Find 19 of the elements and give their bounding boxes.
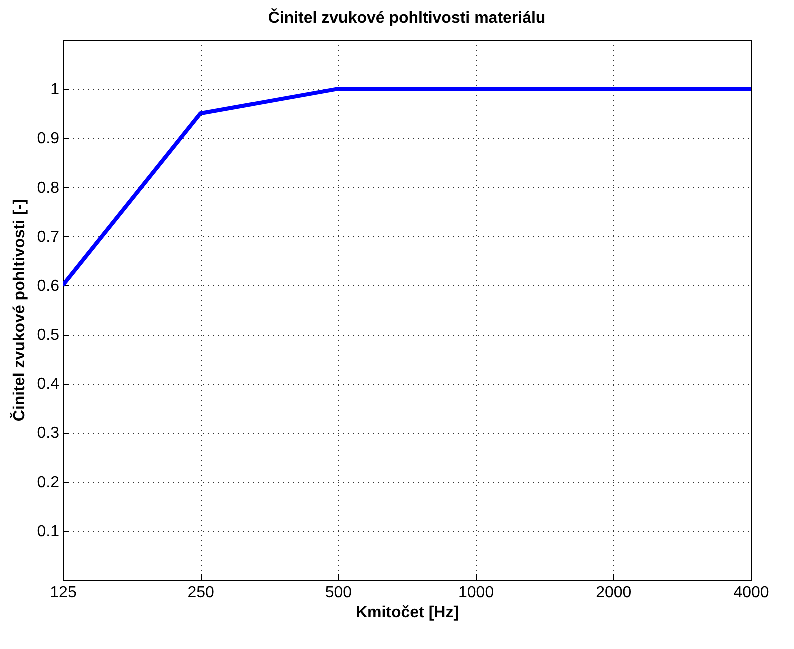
x-tick-label: 250 [188,584,215,602]
x-tick-label: 4000 [734,584,770,602]
y-tick-label: 0.6 [37,278,60,295]
x-tick-label: 2000 [596,584,632,602]
y-tick-label: 0.8 [37,180,60,197]
x-tick-label: 500 [325,584,352,602]
y-tick-label: 0.9 [37,130,60,148]
y-tick-label: 0.3 [37,425,60,442]
y-tick-label: 0.1 [37,523,60,540]
chart-title: Činitel zvukové pohltivosti materiálu [268,8,546,27]
y-tick-label: 0.5 [37,327,60,344]
y-tick-label: 0.4 [37,376,60,394]
x-tick-label: 1000 [458,584,494,602]
y-tick-label: 0.7 [37,228,60,246]
y-axis-title: Činitel zvukové pohltivosti [-] [9,199,28,422]
y-tick-label: 0.2 [37,474,60,492]
x-tick-label: 125 [50,584,77,602]
x-axis-title: Kmitočet [Hz] [356,604,460,622]
y-tick-label: 1 [50,82,60,99]
